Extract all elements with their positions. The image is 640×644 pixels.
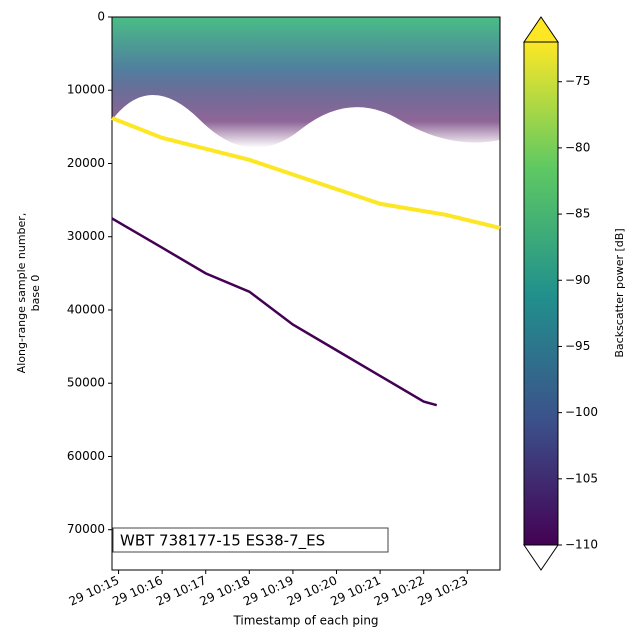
x-axis-label: Timestamp of each ping <box>232 614 378 628</box>
colorbar-tick-label: −95 <box>565 339 590 353</box>
annotation: WBT 738177-15 ES38-7_ES <box>120 532 325 551</box>
colorbar-extend-bottom <box>523 544 559 571</box>
colorbar-tick-label: −85 <box>565 207 590 221</box>
colorbar-tick-label: −100 <box>565 405 598 419</box>
colorbar <box>524 42 558 545</box>
y-tick-label: 20000 <box>67 156 105 170</box>
colorbar-tick-label: −105 <box>565 471 598 485</box>
y-tick-label: 10000 <box>67 83 105 97</box>
colorbar-tick-label: −75 <box>565 74 590 88</box>
y-tick-label: 50000 <box>67 376 105 390</box>
x-tick-label: 29 10:23 <box>415 573 470 608</box>
colorbar-tick-label: −110 <box>565 538 598 552</box>
annotation-box <box>112 527 389 553</box>
colorbar-extend-top <box>523 16 559 43</box>
y-tick-label: 30000 <box>67 229 105 243</box>
surface-layer <box>112 17 500 148</box>
colorbar-label: Backscatter power [dB] <box>613 228 626 357</box>
y-tick-label: 0 <box>97 10 105 24</box>
plot-frame <box>111 16 501 571</box>
y-tick-label: 60000 <box>67 449 105 463</box>
colorbar-frame <box>523 41 559 546</box>
y-axis-label: Along-range sample number, <box>15 213 28 374</box>
echo-trace <box>111 217 438 407</box>
colorbar-tick-label: −90 <box>565 273 590 287</box>
colorbar-tick-label: −80 <box>565 140 590 154</box>
y-tick-label: 70000 <box>67 522 105 536</box>
y-tick-label: 40000 <box>67 302 105 316</box>
echo-trace <box>111 116 501 230</box>
y-axis-label: base 0 <box>29 275 42 312</box>
